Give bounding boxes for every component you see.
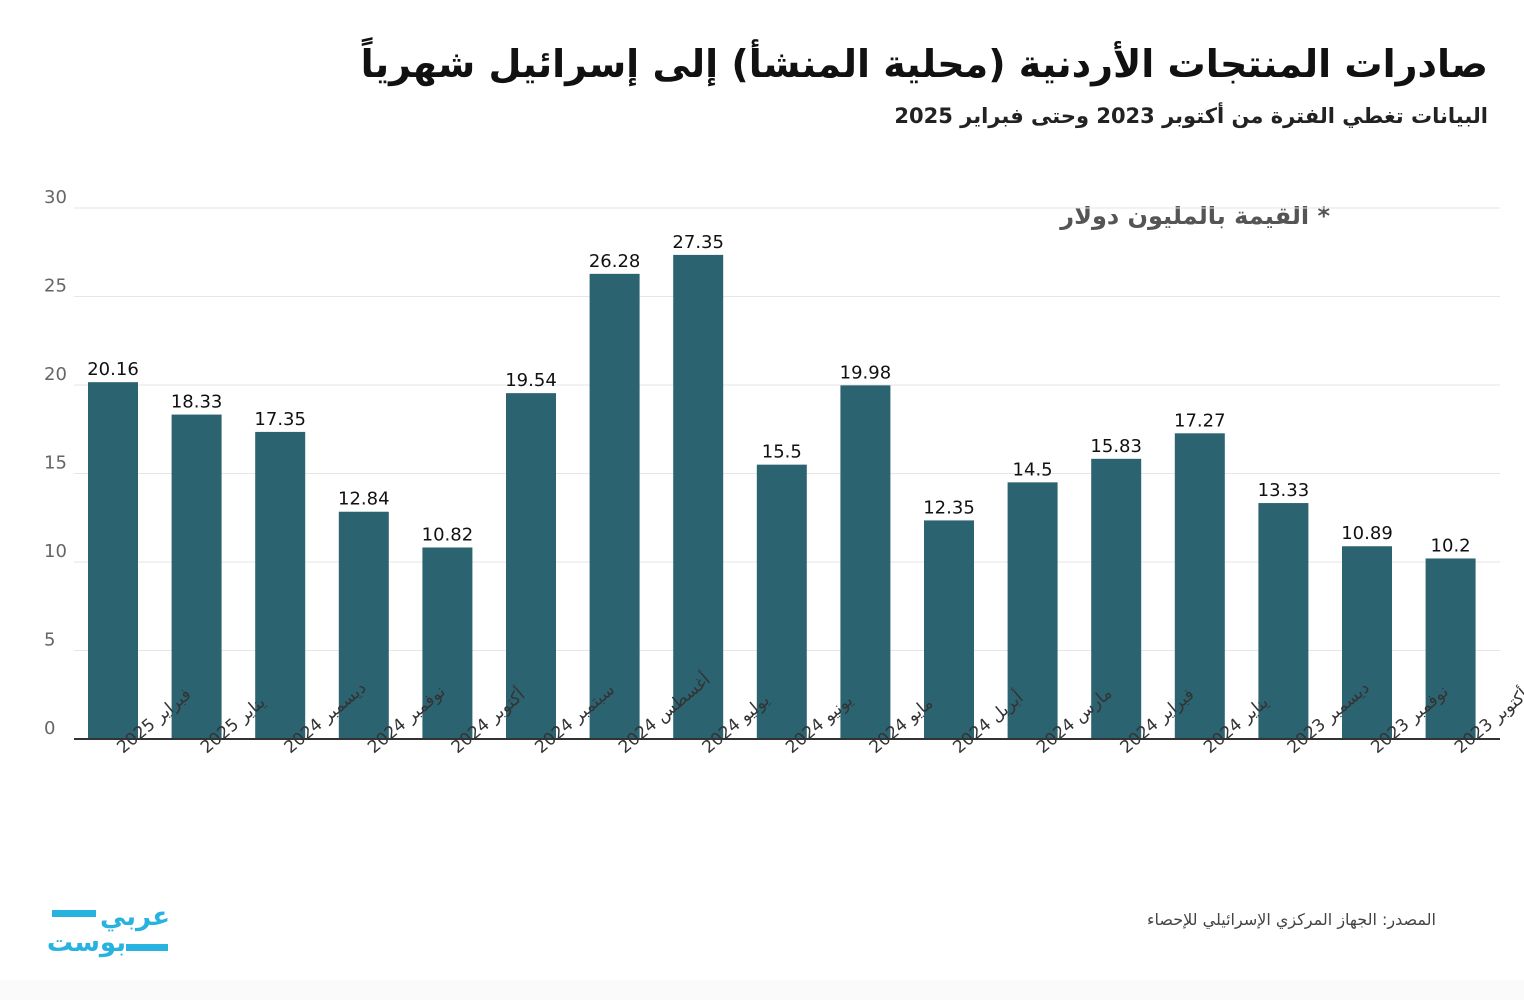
bar xyxy=(756,464,807,739)
value-label: 27.35 xyxy=(672,232,724,253)
y-tick-label: 25 xyxy=(44,276,67,297)
y-tick-label: 20 xyxy=(44,364,67,385)
y-tick-label: 30 xyxy=(44,187,67,208)
bar xyxy=(422,547,473,739)
bar xyxy=(1091,458,1142,739)
y-axis-ticks: 0 5 10 15 20 25 30 xyxy=(44,187,67,739)
bars xyxy=(88,254,1476,739)
logo-text-line1: عربي xyxy=(99,902,170,932)
y-tick-label: 15 xyxy=(44,453,67,474)
logo-bar-bottom xyxy=(126,944,168,951)
value-labels: 20.16 18.33 17.35 12.84 10.82 19.54 26.28 27.35… xyxy=(87,232,1470,557)
value-label: 26.28 xyxy=(589,251,641,272)
value-label: 17.35 xyxy=(254,409,306,430)
value-label: 12.84 xyxy=(338,489,390,510)
bar xyxy=(171,414,222,739)
value-label: 15.5 xyxy=(762,442,802,463)
y-tick-label: 10 xyxy=(44,541,67,562)
value-label: 19.98 xyxy=(840,362,892,383)
value-label: 13.33 xyxy=(1258,480,1310,501)
y-tick-label: 0 xyxy=(44,718,55,739)
bar xyxy=(1258,503,1309,739)
bar xyxy=(673,254,724,739)
chart-subtitle: البيانات تغطي الفترة من أكتوبر 2023 وحتى… xyxy=(894,104,1488,128)
bar xyxy=(338,511,389,739)
bar xyxy=(1007,482,1058,739)
bar xyxy=(589,273,640,739)
bar xyxy=(1425,558,1476,739)
bar xyxy=(255,431,306,739)
value-label: 12.35 xyxy=(923,497,975,518)
value-label: 20.16 xyxy=(87,359,139,380)
value-label: 19.54 xyxy=(505,370,557,391)
logo-text-line2: بوست xyxy=(46,928,126,958)
footer-band xyxy=(0,980,1524,1000)
value-label: 15.83 xyxy=(1090,436,1142,457)
bar xyxy=(88,382,138,739)
unit-note: * القيمة بالمليون دولار xyxy=(1060,202,1330,230)
bar xyxy=(1342,546,1392,739)
y-tick-label: 5 xyxy=(44,630,55,651)
value-label: 10.2 xyxy=(1431,535,1471,556)
value-label: 14.5 xyxy=(1013,459,1053,480)
chart-title: صادرات المنتجات الأردنية (محلية المنشأ) … xyxy=(360,42,1488,86)
bar xyxy=(506,393,556,739)
logo: عربي بوست xyxy=(46,902,178,962)
value-label: 10.89 xyxy=(1341,523,1393,544)
value-label: 10.82 xyxy=(422,524,474,545)
bar xyxy=(1174,433,1225,739)
value-label: 18.33 xyxy=(171,392,223,413)
bar xyxy=(840,385,891,739)
bar xyxy=(924,520,974,739)
value-label: 17.27 xyxy=(1174,410,1226,431)
logo-bar-top xyxy=(52,910,96,917)
bar-chart: 0 5 10 15 20 25 30 20.16 18.33 17.35 12.84 10.82 19… xyxy=(44,187,1524,758)
source-note: المصدر: الجهاز المركزي الإسرائيلي للإحصا… xyxy=(1146,910,1436,929)
